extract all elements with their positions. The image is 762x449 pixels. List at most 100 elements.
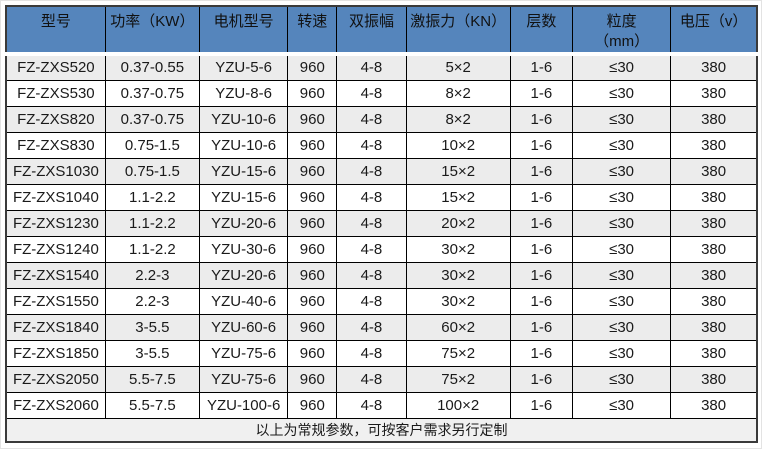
header-cell-force: 激振力（KN） (405, 5, 511, 56)
table-cell-force: 20×2 (405, 209, 511, 237)
table-row: FZ-ZXS1840 3-5.5 YZU-60-6 960 4-8 60×2 1-6 ≤30 3… (5, 313, 758, 341)
table-cell-power: 0.75-1.5 (104, 131, 201, 159)
header-sublabel: （mm） (594, 33, 650, 50)
table-cell-voltage: 380 (670, 261, 758, 289)
header-label: 双振幅 (348, 13, 394, 30)
table-cell-granularity: ≤30 (571, 391, 672, 419)
table-cell-speed: 960 (287, 287, 338, 315)
table-cell-motor-model: YZU-60-6 (198, 313, 289, 341)
table-cell-granularity: ≤30 (571, 131, 672, 159)
table-cell-motor-model: YZU-75-6 (198, 365, 289, 393)
table-cell-amplitude: 4-8 (336, 53, 407, 81)
table-row: FZ-ZXS530 0.37-0.75 YZU-8-6 960 4-8 8×2 1-6 ≤30… (5, 79, 758, 107)
table-cell-voltage: 380 (670, 79, 758, 107)
table-cell-model: FZ-ZXS1030 (5, 157, 106, 185)
table-cell-motor-model: YZU-10-6 (198, 131, 289, 159)
table-cell-amplitude: 4-8 (336, 365, 407, 393)
header-cell-voltage: 电压（v） (670, 5, 758, 56)
table-cell-voltage: 380 (670, 235, 758, 263)
header-label: 电机型号 (213, 13, 274, 30)
header-label: 电压（v） (679, 13, 748, 30)
table-cell-layers: 1-6 (509, 183, 573, 211)
table-cell-model: FZ-ZXS1230 (5, 209, 106, 237)
table-cell-motor-model: YZU-8-6 (198, 79, 289, 107)
table-cell-model: FZ-ZXS820 (5, 105, 106, 133)
table-row: FZ-ZXS520 0.37-0.55 YZU-5-6 960 4-8 5×2 1-6 ≤30… (5, 53, 758, 81)
table-cell-power: 3-5.5 (104, 339, 201, 367)
table-cell-granularity: ≤30 (571, 313, 672, 341)
table-cell-motor-model: YZU-100-6 (198, 391, 289, 419)
table-cell-speed: 960 (287, 183, 338, 211)
table-cell-layers: 1-6 (509, 391, 573, 419)
table-cell-voltage: 380 (670, 365, 758, 393)
table-cell-layers: 1-6 (509, 105, 573, 133)
header-label: 转速 (297, 13, 328, 30)
table-row: FZ-ZXS1240 1.1-2.2 YZU-30-6 960 4-8 30×2 1-6 ≤3… (5, 235, 758, 263)
table-cell-power: 2.2-3 (104, 287, 201, 315)
table-cell-voltage: 380 (670, 339, 758, 367)
table-cell-voltage: 380 (670, 157, 758, 185)
table-row: FZ-ZXS1850 3-5.5 YZU-75-6 960 4-8 75×2 1-6 ≤30 3… (5, 339, 758, 367)
table-cell-granularity: ≤30 (571, 53, 672, 81)
table-cell-layers: 1-6 (509, 313, 573, 341)
table-cell-force: 15×2 (405, 157, 511, 185)
table-cell-voltage: 380 (670, 53, 758, 81)
table-cell-force: 60×2 (405, 313, 511, 341)
table-cell-force: 5×2 (405, 53, 511, 81)
table-cell-force: 100×2 (405, 391, 511, 419)
table-cell-force: 8×2 (405, 79, 511, 107)
table-row: FZ-ZXS1040 1.1-2.2 YZU-15-6 960 4-8 15×2 1-6 ≤3… (5, 183, 758, 211)
table-cell-power: 3-5.5 (104, 313, 201, 341)
table-row: FZ-ZXS820 0.37-0.75 YZU-10-6 960 4-8 8×2 1-6 ≤3… (5, 105, 758, 133)
table-cell-motor-model: YZU-15-6 (198, 183, 289, 211)
table-cell-amplitude: 4-8 (336, 235, 407, 263)
table-cell-force: 15×2 (405, 183, 511, 211)
table-cell-power: 5.5-7.5 (104, 391, 201, 419)
header-label: 层数 (526, 13, 557, 30)
table-cell-voltage: 380 (670, 209, 758, 237)
footer-row: 以上为常规参数，可按客户需求另行定制 (5, 417, 758, 443)
table-cell-motor-model: YZU-75-6 (198, 339, 289, 367)
table-cell-granularity: ≤30 (571, 183, 672, 211)
table-cell-granularity: ≤30 (571, 287, 672, 315)
table-cell-model: FZ-ZXS2060 (5, 391, 106, 419)
table-cell-voltage: 380 (670, 131, 758, 159)
table-cell-layers: 1-6 (509, 365, 573, 393)
table-body: FZ-ZXS520 0.37-0.55 YZU-5-6 960 4-8 5×2 1-6 ≤30… (5, 53, 758, 419)
table-cell-layers: 1-6 (509, 131, 573, 159)
table-cell-power: 0.37-0.75 (104, 79, 201, 107)
table-cell-voltage: 380 (670, 105, 758, 133)
table-cell-amplitude: 4-8 (336, 391, 407, 419)
table-cell-layers: 1-6 (509, 157, 573, 185)
table-cell-layers: 1-6 (509, 339, 573, 367)
table-cell-granularity: ≤30 (571, 79, 672, 107)
table-cell-speed: 960 (287, 365, 338, 393)
table-cell-voltage: 380 (670, 391, 758, 419)
table-cell-motor-model: YZU-40-6 (198, 287, 289, 315)
table-cell-model: FZ-ZXS1850 (5, 339, 106, 367)
table-row: FZ-ZXS830 0.75-1.5 YZU-10-6 960 4-8 10×2 1-6 ≤3… (5, 131, 758, 159)
table-cell-amplitude: 4-8 (336, 313, 407, 341)
table-cell-amplitude: 4-8 (336, 287, 407, 315)
header-cell-granularity: 粒度 （mm） (571, 5, 672, 56)
table-cell-force: 8×2 (405, 105, 511, 133)
table-cell-speed: 960 (287, 235, 338, 263)
table-cell-model: FZ-ZXS1840 (5, 313, 106, 341)
table-cell-power: 1.1-2.2 (104, 183, 201, 211)
table-cell-amplitude: 4-8 (336, 105, 407, 133)
table-cell-motor-model: YZU-20-6 (198, 261, 289, 289)
table-cell-layers: 1-6 (509, 53, 573, 81)
table-cell-speed: 960 (287, 105, 338, 133)
table-cell-speed: 960 (287, 131, 338, 159)
table-cell-amplitude: 4-8 (336, 79, 407, 107)
table-cell-layers: 1-6 (509, 209, 573, 237)
header-label: 粒度 (606, 13, 637, 30)
table-row: FZ-ZXS2060 5.5-7.5 YZU-100-6 960 4-8 100×2 1-6… (5, 391, 758, 419)
table-cell-power: 5.5-7.5 (104, 365, 201, 393)
table-cell-layers: 1-6 (509, 287, 573, 315)
table-cell-speed: 960 (287, 313, 338, 341)
table-cell-granularity: ≤30 (571, 339, 672, 367)
table-cell-model: FZ-ZXS520 (5, 53, 106, 81)
table-cell-granularity: ≤30 (571, 209, 672, 237)
table-cell-model: FZ-ZXS530 (5, 79, 106, 107)
